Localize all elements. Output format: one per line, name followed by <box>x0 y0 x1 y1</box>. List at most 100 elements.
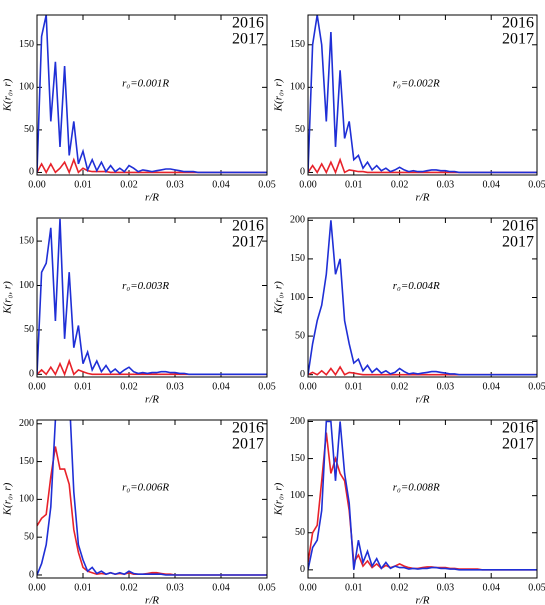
x-tick-label: 0.03 <box>166 179 184 190</box>
x-tick-label: 0.04 <box>212 582 230 593</box>
plot-frame <box>36 14 268 176</box>
data-line <box>308 15 537 174</box>
annotation: r₀=0.006R <box>122 481 169 493</box>
x-tick-label: 0.00 <box>299 179 317 190</box>
lines <box>37 218 267 377</box>
x-axis-label: r/R <box>145 394 159 406</box>
y-axis-label: K(r₀, r) <box>2 78 14 112</box>
x-tick-label: 0.05 <box>258 582 276 593</box>
x-tick-label: 0.05 <box>528 381 545 392</box>
x-tick-label: 0.02 <box>391 381 409 392</box>
annotation: r₀=0.002R <box>393 77 440 89</box>
data-line <box>37 218 267 376</box>
y-tick-label: 100 <box>290 292 305 303</box>
y-tick-label: 100 <box>290 82 305 93</box>
x-tick-label: 0.02 <box>120 179 138 190</box>
data-line <box>308 220 537 376</box>
x-axis-label: r/R <box>415 394 429 406</box>
x-tick-label: 0.03 <box>437 179 455 190</box>
y-tick-label: 0 <box>29 369 34 380</box>
lines <box>308 220 537 377</box>
lines <box>308 420 537 571</box>
legend-entry: 2017 <box>232 436 264 453</box>
plot-frame <box>307 217 538 378</box>
annotation: r₀=0.001R <box>122 77 169 89</box>
y-axis-label: K(r₀, r) <box>273 281 285 315</box>
y-tick-label: 150 <box>290 453 305 464</box>
y-tick-label: 100 <box>19 82 34 93</box>
x-tick-label: 0.04 <box>212 179 230 190</box>
lines <box>37 420 267 576</box>
x-tick-label: 0.00 <box>299 381 317 392</box>
y-tick-label: 150 <box>19 456 34 467</box>
legend-entry: 2016 <box>502 420 534 437</box>
y-tick-label: 0 <box>300 564 305 575</box>
x-axis-label: r/R <box>415 192 429 204</box>
x-tick-label: 0.01 <box>74 582 92 593</box>
legend-entry: 2016 <box>232 218 264 235</box>
x-axis-label: r/R <box>415 595 429 605</box>
legend-entry: 2017 <box>502 31 534 48</box>
x-axis-label: r/R <box>145 192 159 204</box>
legend-entry: 2017 <box>232 31 264 48</box>
y-tick-label: 100 <box>19 494 34 505</box>
legend-entry: 2017 <box>232 234 264 251</box>
y-tick-label: 100 <box>290 490 305 501</box>
y-tick-label: 150 <box>290 39 305 50</box>
legend-entry: 2017 <box>502 234 534 251</box>
x-tick-label: 0.02 <box>120 381 138 392</box>
x-tick-label: 0.04 <box>212 381 230 392</box>
legend-entry: 2016 <box>502 15 534 32</box>
panel: 0.00 0.01 0.02 0.03 0.04 0.05 0 50 100 150 2016201… <box>2 217 276 406</box>
x-tick-label: 0.03 <box>437 582 455 593</box>
y-tick-label: 150 <box>290 253 305 264</box>
data-line <box>37 15 267 174</box>
y-axis-label: K(r₀, r) <box>273 78 285 112</box>
y-axis-label: K(r₀, r) <box>2 482 14 516</box>
data-line <box>37 420 267 576</box>
y-tick-label: 100 <box>19 280 34 291</box>
panel: 0.00 0.01 0.02 0.03 0.04 0.05 0 50 100 150 2016201… <box>2 14 276 204</box>
y-tick-label: 150 <box>19 235 34 246</box>
annotation: r₀=0.004R <box>393 280 440 292</box>
x-tick-label: 0.01 <box>345 381 363 392</box>
y-axis-label: K(r₀, r) <box>273 482 285 516</box>
plot-frame <box>36 217 268 378</box>
x-tick-label: 0.02 <box>391 179 409 190</box>
y-tick-label: 50 <box>24 324 34 335</box>
data-line <box>308 420 537 571</box>
x-tick-label: 0.03 <box>437 381 455 392</box>
x-tick-label: 0.01 <box>345 179 363 190</box>
y-tick-label: 200 <box>290 416 305 427</box>
y-tick-label: 0 <box>300 167 305 178</box>
y-tick-label: 50 <box>295 124 305 135</box>
plot-frame <box>307 419 538 579</box>
y-axis-label: K(r₀, r) <box>2 281 14 315</box>
x-tick-label: 0.01 <box>345 582 363 593</box>
y-tick-label: 50 <box>24 531 34 542</box>
annotation: r₀=0.003R <box>122 280 169 292</box>
x-tick-label: 0.04 <box>482 179 500 190</box>
x-tick-label: 0.04 <box>482 381 500 392</box>
x-tick-label: 0.00 <box>28 179 46 190</box>
x-tick-label: 0.05 <box>258 381 276 392</box>
x-tick-label: 0.05 <box>258 179 276 190</box>
legend-entry: 2017 <box>502 436 534 453</box>
y-tick-label: 50 <box>295 330 305 341</box>
legend-entry: 2016 <box>502 218 534 235</box>
lines <box>308 15 537 175</box>
legend-entry: 2016 <box>232 15 264 32</box>
x-tick-label: 0.05 <box>528 582 545 593</box>
plot-frame <box>36 419 268 579</box>
lines <box>37 15 267 175</box>
y-tick-label: 0 <box>29 569 34 580</box>
x-tick-label: 0.02 <box>120 582 138 593</box>
panel: 0.00 0.01 0.02 0.03 0.04 0.05 0 50 100 150 2016201… <box>273 14 545 204</box>
panel: 0.00 0.01 0.02 0.03 0.04 0.05 0 50 100 150 200 2016… <box>273 416 545 605</box>
y-tick-label: 0 <box>300 369 305 380</box>
x-tick-label: 0.04 <box>482 582 500 593</box>
x-tick-label: 0.03 <box>166 381 184 392</box>
y-tick-label: 50 <box>295 527 305 538</box>
